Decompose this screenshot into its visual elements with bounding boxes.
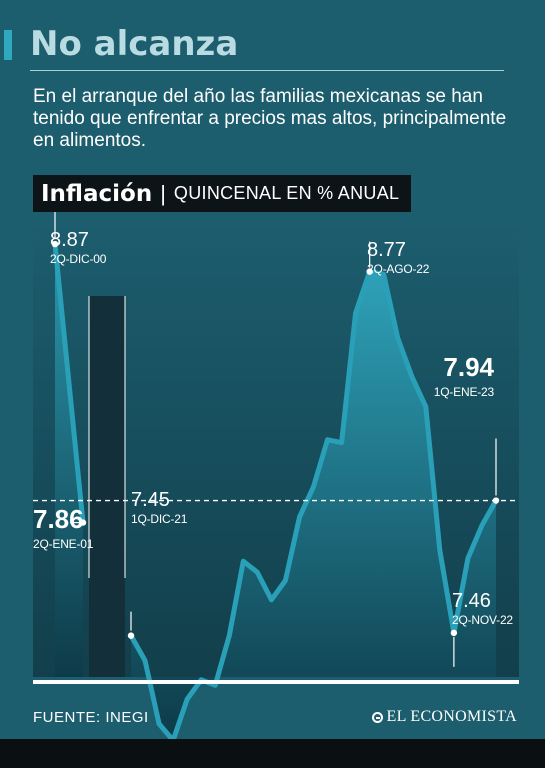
chart-header: Inflación | QUINCENAL EN % ANUAL — [33, 175, 412, 212]
series-area-0 — [55, 244, 83, 677]
data-label-date: 2Q-DIC-00 — [50, 252, 107, 266]
brand-logo: EL ECONOMISTA — [371, 708, 517, 726]
title-divider — [30, 70, 504, 71]
annotated-point — [127, 632, 135, 639]
data-label-value: 7.45 — [131, 489, 170, 511]
brand-name: EL ECONOMISTA — [386, 708, 517, 725]
series-line-1 — [128, 269, 499, 743]
annotated-point — [51, 240, 59, 248]
data-label-value: 7.94 — [443, 352, 494, 382]
annotated-point — [366, 268, 373, 275]
data-label-value: 7.46 — [452, 590, 491, 612]
data-label-date: 1Q-DIC-21 — [131, 512, 188, 526]
period-gap-band — [89, 296, 125, 677]
page-subtitle: En el arranque del año las familias mexi… — [33, 86, 507, 151]
bottom-band — [0, 739, 545, 768]
series-area-1 — [131, 271, 496, 741]
data-label-date: 1Q-ENE-23 — [434, 385, 495, 399]
data-label-value: 7.86 — [33, 504, 84, 534]
page-title: No alcanza — [30, 24, 239, 64]
chart-header-separator: | — [160, 180, 166, 206]
annotated-point — [450, 629, 458, 637]
data-label-date: 2Q-NOV-22 — [452, 613, 513, 627]
chart-subtitle: QUINCENAL EN % ANUAL — [173, 183, 400, 203]
title-accent-bar — [4, 30, 12, 60]
data-label-date: 2Q-ENE-01 — [33, 537, 94, 551]
data-label-value: 8.77 — [367, 239, 406, 261]
chart-title: Inflación — [41, 180, 153, 207]
footer-divider — [33, 680, 519, 684]
annotated-point — [79, 519, 87, 526]
series-line-0 — [52, 241, 86, 526]
newspaper-logo-icon — [371, 711, 383, 723]
source-note: FUENTE: INEGI — [33, 709, 149, 726]
data-label-value: 8.87 — [50, 229, 89, 251]
annotated-point — [492, 497, 500, 504]
data-label-date: 2Q-AGO-22 — [367, 262, 430, 276]
